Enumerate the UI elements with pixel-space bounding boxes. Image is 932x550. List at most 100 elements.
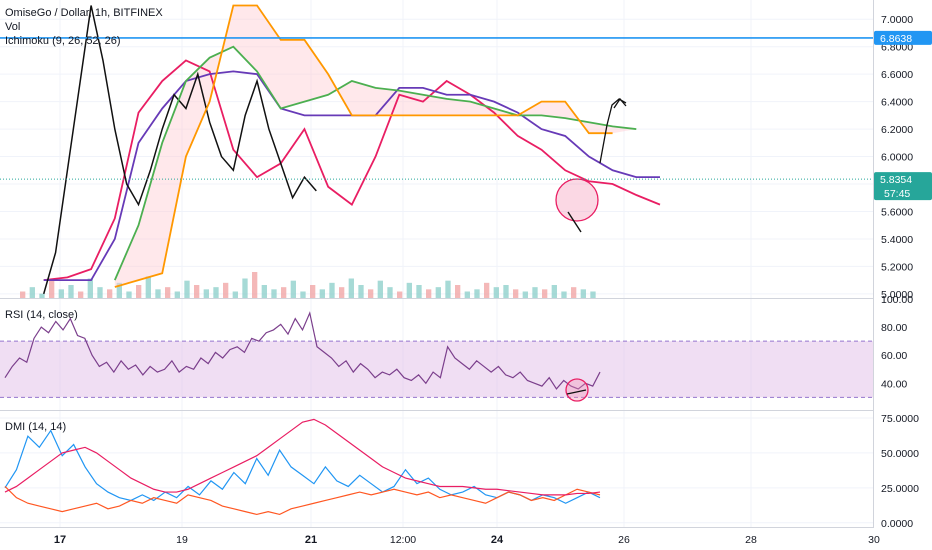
highlight-circle-rsi[interactable] [565, 378, 589, 402]
rsi-tick-label: 100.00 [881, 294, 913, 306]
volume-bar [319, 289, 325, 298]
chart-title: OmiseGo / Dollar, 1h, BITFINEX [5, 7, 163, 19]
volume-bar [368, 289, 374, 298]
dmi-lines [4, 418, 601, 516]
conversion-line-line [43, 59, 661, 282]
volume-bar [513, 289, 519, 298]
rsi-tick-label: 40.00 [881, 378, 907, 390]
time-tick-label: 19 [176, 534, 188, 546]
volume-bar [126, 291, 132, 298]
volume-bar [155, 289, 161, 298]
volume-bar [571, 287, 577, 298]
volume-bar [542, 289, 548, 298]
volume-bar [416, 285, 422, 298]
volume-bar [348, 278, 354, 298]
volume-bar [281, 287, 287, 298]
price-tick-label: 6.2000 [881, 124, 913, 136]
leading-span-a-line [113, 45, 637, 281]
volume-bar [464, 291, 470, 298]
highlight-circle-price[interactable] [555, 178, 599, 222]
volume-bar [213, 287, 219, 298]
volume-bar [445, 280, 451, 298]
volume-bar [39, 293, 45, 298]
volume-bar [493, 287, 499, 298]
time-axis[interactable]: 17 19 21 12:00 24 26 28 30 [54, 534, 880, 546]
dmi-axis[interactable]: 75.0000 50.0000 25.0000 0.0000 [881, 413, 919, 530]
rsi-tick-label: 60.00 [881, 350, 907, 362]
volume-bar [107, 289, 113, 298]
volume-bar [522, 291, 528, 298]
volume-bar [252, 272, 258, 298]
time-tick-label: 26 [618, 534, 630, 546]
volume-bar [358, 285, 364, 298]
volume-bar [329, 282, 335, 298]
volume-bar [49, 280, 55, 298]
volume-bar [136, 285, 142, 298]
drawing-annotations[interactable] [555, 97, 627, 233]
volume-bar [68, 285, 74, 298]
volume-bar [58, 289, 64, 298]
time-tick-label: 17 [54, 534, 66, 546]
arrow-head-icon [613, 97, 627, 109]
volume-bar [551, 285, 557, 298]
volume-bar [174, 291, 180, 298]
volume-bar [145, 276, 151, 298]
dmi-gridlines [0, 417, 873, 524]
volume-bars [20, 272, 596, 298]
price-tick-label: 5.4000 [881, 234, 913, 246]
rsi-band [0, 341, 873, 398]
adx-line [4, 418, 601, 496]
price-pane[interactable]: OmiseGo / Dollar, 1h, BITFINEX Vol Ichim… [0, 4, 873, 298]
volume-bar [300, 291, 306, 298]
volume-bar [532, 287, 538, 298]
price-tick-label: 6.6000 [881, 69, 913, 81]
volume-bar [406, 282, 412, 298]
horizontal-line-price-tag: 6.8638 [874, 30, 932, 45]
time-tick-label: 12:00 [390, 534, 416, 546]
time-tick-label: 21 [305, 534, 317, 546]
svg-text:57:45: 57:45 [884, 188, 910, 200]
volume-bar [242, 278, 248, 298]
rsi-axis[interactable]: 100.00 80.00 60.00 40.00 [881, 294, 913, 390]
price-tick-label: 7.0000 [881, 14, 913, 26]
svg-text:6.8638: 6.8638 [880, 33, 912, 45]
lagging-span-line [42, 5, 317, 295]
volume-bar [261, 285, 267, 298]
volume-bar [290, 280, 296, 298]
volume-bar [435, 287, 441, 298]
volume-bar [397, 291, 403, 298]
dmi-pane[interactable]: DMI (14, 14) [0, 417, 873, 524]
price-gridlines [0, 18, 873, 295]
volume-bar [78, 291, 84, 298]
rsi-pane[interactable]: RSI (14, close) [0, 309, 873, 402]
volume-bar [310, 285, 316, 298]
rsi-tick-label: 80.00 [881, 322, 907, 334]
volume-bar [223, 282, 229, 298]
volume-bar [271, 289, 277, 298]
svg-text:5.8354: 5.8354 [880, 174, 912, 186]
dmi-tick-label: 50.0000 [881, 448, 919, 460]
ichimoku-label: Ichimoku (9, 26, 52, 26) [5, 35, 121, 47]
leading-span-b-line [114, 4, 613, 288]
dmi-tick-label: 25.0000 [881, 483, 919, 495]
dmi-tick-label: 75.0000 [881, 413, 919, 425]
volume-bar [116, 282, 122, 298]
drawn-line-down[interactable] [567, 211, 582, 233]
drawn-line-rsi[interactable] [566, 389, 587, 395]
time-tick-label: 30 [868, 534, 880, 546]
price-tick-label: 6.4000 [881, 97, 913, 109]
volume-bar [503, 285, 509, 298]
volume-bar [387, 287, 393, 298]
ichimoku-lines [42, 4, 661, 295]
rsi-label: RSI (14, close) [5, 309, 78, 321]
volume-bar [29, 287, 35, 298]
volume-bar [590, 291, 596, 298]
price-tick-label: 6.0000 [881, 152, 913, 164]
volume-bar [165, 287, 171, 298]
volume-bar [455, 285, 461, 298]
volume-bar [426, 289, 432, 298]
volume-bar [203, 289, 209, 298]
dmi-tick-label: 0.0000 [881, 518, 913, 530]
volume-bar [377, 280, 383, 298]
